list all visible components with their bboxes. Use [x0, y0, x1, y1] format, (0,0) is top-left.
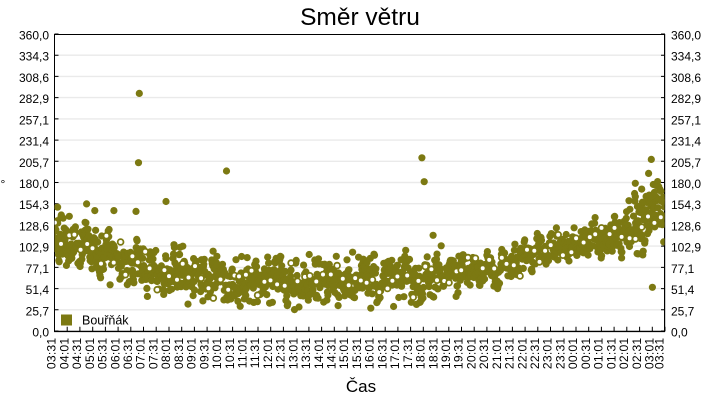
- svg-text:07:31: 07:31: [146, 338, 160, 370]
- svg-text:17:31: 17:31: [401, 338, 415, 370]
- svg-text:18:31: 18:31: [426, 338, 440, 370]
- svg-text:10:31: 10:31: [223, 338, 237, 370]
- svg-text:0,0: 0,0: [671, 326, 688, 340]
- svg-text:07:01: 07:01: [134, 338, 148, 370]
- svg-text:Směr větru: Směr větru: [300, 4, 420, 31]
- svg-text:205,7: 205,7: [19, 156, 49, 170]
- svg-text:16:31: 16:31: [375, 338, 389, 370]
- svg-text:17:01: 17:01: [388, 338, 402, 370]
- svg-text:23:01: 23:01: [541, 338, 555, 370]
- svg-text:06:31: 06:31: [121, 338, 135, 370]
- svg-text:Bouřňák: Bouřňák: [82, 314, 129, 328]
- svg-text:128,6: 128,6: [671, 219, 701, 233]
- svg-text:13:31: 13:31: [299, 338, 313, 370]
- svg-text:77,1: 77,1: [671, 262, 695, 276]
- svg-text:22:31: 22:31: [528, 338, 542, 370]
- svg-text:231,4: 231,4: [671, 135, 701, 149]
- svg-text:18:01: 18:01: [414, 338, 428, 370]
- svg-text:12:31: 12:31: [274, 338, 288, 370]
- svg-text:Čas: Čas: [346, 377, 376, 396]
- svg-text:23:31: 23:31: [554, 338, 568, 370]
- svg-text:08:31: 08:31: [172, 338, 186, 370]
- svg-text:21:31: 21:31: [503, 338, 517, 370]
- svg-text:334,3: 334,3: [671, 50, 701, 64]
- svg-text:154,3: 154,3: [671, 198, 701, 212]
- svg-text:11:31: 11:31: [248, 338, 262, 369]
- svg-text:21:01: 21:01: [490, 338, 504, 370]
- svg-text:180,0: 180,0: [19, 177, 49, 191]
- svg-text:51,4: 51,4: [671, 283, 695, 297]
- svg-text:308,6: 308,6: [19, 71, 49, 85]
- svg-text:08:01: 08:01: [159, 338, 173, 370]
- svg-text:11:01: 11:01: [236, 338, 250, 369]
- svg-text:205,7: 205,7: [671, 156, 701, 170]
- svg-text:102,9: 102,9: [671, 241, 701, 255]
- svg-text:25,7: 25,7: [671, 304, 695, 318]
- svg-text:20:01: 20:01: [464, 338, 478, 370]
- svg-text:03:31: 03:31: [45, 338, 59, 370]
- svg-text:09:01: 09:01: [185, 338, 199, 370]
- svg-text:282,9: 282,9: [671, 92, 701, 106]
- svg-text:282,9: 282,9: [19, 92, 49, 106]
- svg-text:06:01: 06:01: [108, 338, 122, 370]
- svg-text:20:31: 20:31: [477, 338, 491, 370]
- svg-text:14:31: 14:31: [325, 338, 339, 370]
- svg-text:154,3: 154,3: [19, 198, 49, 212]
- svg-text:10:01: 10:01: [210, 338, 224, 370]
- svg-text:25,7: 25,7: [26, 304, 50, 318]
- svg-text:0,0: 0,0: [32, 326, 49, 340]
- svg-text:257,1: 257,1: [19, 113, 49, 127]
- svg-text:128,6: 128,6: [19, 219, 49, 233]
- svg-text:102,9: 102,9: [19, 241, 49, 255]
- svg-text:12:01: 12:01: [261, 338, 275, 370]
- svg-text:22:01: 22:01: [515, 338, 529, 370]
- svg-text:334,3: 334,3: [19, 50, 49, 64]
- svg-text:00:01: 00:01: [566, 338, 580, 370]
- svg-text:04:01: 04:01: [57, 338, 71, 370]
- svg-text:02:01: 02:01: [617, 338, 631, 370]
- svg-text:02:31: 02:31: [630, 338, 644, 370]
- svg-text:16:01: 16:01: [363, 338, 377, 370]
- svg-text:15:01: 15:01: [337, 338, 351, 370]
- svg-text:09:31: 09:31: [197, 338, 211, 370]
- svg-text:05:01: 05:01: [83, 338, 97, 370]
- svg-text:°: °: [0, 177, 5, 191]
- svg-text:01:31: 01:31: [604, 338, 618, 370]
- svg-text:00:31: 00:31: [579, 338, 593, 370]
- svg-text:360,0: 360,0: [19, 29, 49, 43]
- svg-text:04:31: 04:31: [70, 338, 84, 370]
- svg-text:15:31: 15:31: [350, 338, 364, 370]
- svg-text:51,4: 51,4: [26, 283, 50, 297]
- svg-text:257,1: 257,1: [671, 113, 701, 127]
- svg-text:13:01: 13:01: [286, 338, 300, 370]
- svg-text:14:01: 14:01: [312, 338, 326, 370]
- svg-text:180,0: 180,0: [671, 177, 701, 191]
- svg-text:231,4: 231,4: [19, 135, 49, 149]
- svg-text:03:31: 03:31: [652, 338, 666, 370]
- svg-text:19:31: 19:31: [452, 338, 466, 370]
- svg-text:360,0: 360,0: [671, 29, 701, 43]
- svg-text:308,6: 308,6: [671, 71, 701, 85]
- svg-text:19:01: 19:01: [439, 338, 453, 370]
- svg-text:05:31: 05:31: [96, 338, 110, 370]
- svg-text:77,1: 77,1: [26, 262, 50, 276]
- svg-text:01:01: 01:01: [592, 338, 606, 370]
- svg-text:03:01: 03:01: [643, 338, 657, 370]
